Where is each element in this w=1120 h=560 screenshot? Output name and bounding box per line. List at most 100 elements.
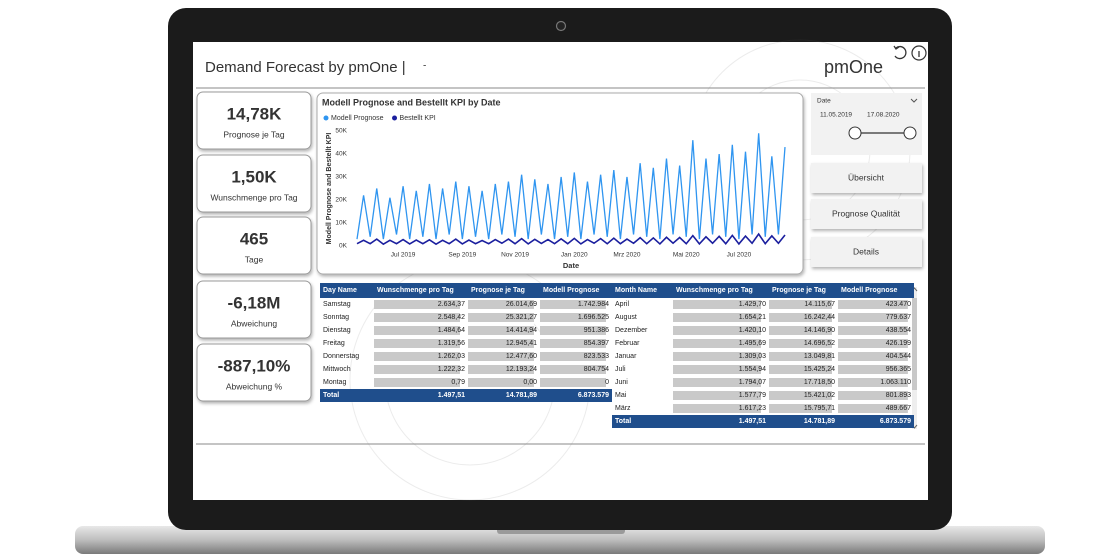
total-cell: Total [320,389,374,402]
kpi-value: 1,50K [231,167,277,186]
scrollbar-thumb[interactable] [912,298,917,390]
total-cell: 14.781,89 [769,415,838,428]
table-row: Sonntag 2.548,42 25.321,27 1.696.525 [320,311,612,324]
row-label: Donnerstag [323,353,360,360]
slicer-panel[interactable] [811,93,922,155]
nav-button[interactable] [811,237,922,267]
cell-value: 26.014,69 [468,298,540,311]
logo: pmOne [824,57,883,77]
table-row: Juni 1.794,07 17.718,50 1.063.110 [612,376,914,389]
y-axis-title: Modell Prognose and Bestellt KPI [326,133,333,245]
kpi-value: 14,78K [227,104,283,123]
cell-value: 854.397 [540,337,612,350]
total-row: Total 1.497,51 14.781,89 6.873.579 [320,389,612,402]
cell-value: 1.309,03 [673,350,769,363]
cell-value: 1.429,70 [673,298,769,311]
slicer-label: Date [817,98,831,105]
column-header[interactable]: Prognose je Tag [769,283,838,298]
legend-marker [323,115,329,121]
slider-handle[interactable] [848,126,862,140]
kpi-value: 465 [240,229,268,248]
cell-value: 489.667 [838,402,914,415]
row-label: Samstag [323,301,351,308]
column-header[interactable]: Wunschmenge pro Tag [673,283,769,298]
x-tick-label: Jul 2019 [391,252,416,259]
table-row: Mai 1.577,79 15.421,02 801.893 [612,389,914,402]
total-cell: 1.497,51 [673,415,769,428]
reset-icon[interactable] [893,45,907,60]
table-row: Samstag 2.634,37 26.014,69 1.742.984 [320,298,612,311]
cell-value: 1.262,03 [374,350,468,363]
cell-value: 426.199 [838,337,914,350]
total-cell: Total [612,415,673,428]
row-label: Februar [615,340,640,347]
total-cell: 1.497,51 [374,389,468,402]
row-label: Januar [615,353,637,360]
column-header[interactable]: Prognose je Tag [468,283,540,298]
series-line [356,133,786,240]
row-label: Mai [615,392,627,399]
row-label: April [615,301,630,308]
cards: 14,78K Prognose je Tag 1,50K Wunschmenge pr… [196,91,312,402]
row-label: Sonntag [323,314,350,321]
nav-button-label: Details [853,246,879,256]
cell-value: 2.634,37 [374,298,468,311]
cell-value: 823.533 [540,350,612,363]
x-tick-label: Jan 2020 [561,252,588,259]
info-icon[interactable] [911,45,927,61]
x-tick-label: Mai 2020 [673,252,700,259]
column-header[interactable]: Wunschmenge pro Tag [374,283,468,298]
slider-handle[interactable] [903,126,917,140]
y-tick-label: 50K [335,128,347,135]
y-tick-label: 20K [335,197,347,204]
x-tick-label: Sep 2019 [448,252,476,259]
row-label: Mittwoch [323,366,351,373]
table-row: Dezember 1.420,10 14.146,90 438.554 [612,324,914,337]
series-line [356,232,786,246]
total-cell: 14.781,89 [468,389,540,402]
row-label: Montag [323,379,347,386]
nav-button[interactable] [811,163,922,193]
nav-button[interactable] [811,199,922,229]
camera [555,20,567,32]
total-cell: 6.873.579 [540,389,612,402]
row-label: Dienstag [323,327,351,334]
cell-value: 0,79 [374,376,468,389]
legend-label: Modell Prognose [331,115,384,122]
kpi-value: -887,10% [218,356,291,375]
kpi-label: Tage [245,254,264,264]
cell-value: 0,00 [468,376,540,389]
table-row: Montag 0,79 0,00 0 [320,376,612,389]
table-row: Freitag 1.319,56 12.945,41 854.397 [320,337,612,350]
y-tick-label: 40K [335,151,347,158]
header-row: Month Name Wunschmenge pro Tag Prognose je… [612,283,914,298]
cell-value: 1.063.110 [838,376,914,389]
slicer-chevron[interactable] [910,98,918,103]
row-label: August [615,314,637,321]
cell-value: 404.544 [838,350,914,363]
slicer-start: 11.05.2019 [820,112,852,119]
cell-value: 951.386 [540,324,612,337]
cell-value: 14.414,94 [468,324,540,337]
slicer-end: 17.08.2020 [867,112,900,119]
y-tick-label: 10K [335,220,347,227]
cell-value: 438.554 [838,324,914,337]
column-header[interactable]: Modell Prognose [540,283,612,298]
cell-value: 1.742.984 [540,298,612,311]
buttons: Übersicht Prognose Qualität Details [811,163,922,267]
column-header[interactable]: Modell Prognose [838,283,914,298]
kpi-card [196,91,312,150]
y-tick-label: 0K [339,243,348,250]
cell-value: 1.319,56 [374,337,468,350]
matrix-table: Month Name Wunschmenge pro Tag Prognose je… [612,283,914,428]
cell-value: 16.242,44 [769,311,838,324]
kpi-label: Prognose je Tag [223,129,285,139]
column-header[interactable]: Month Name [612,283,673,298]
column-header[interactable]: Day Name [320,283,374,298]
table-row: Donnerstag 1.262,03 12.477,60 823.533 [320,350,612,363]
row-label: Juli [615,366,626,373]
kpi-label: Wunschmenge pro Tag [210,192,297,202]
